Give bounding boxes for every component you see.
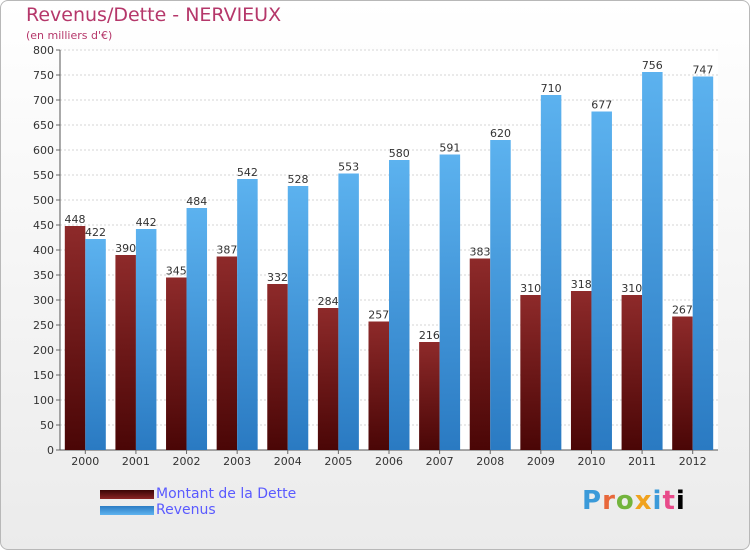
- x-tick-label: 2002: [173, 455, 201, 468]
- legend-label-dette: Montant de la Dette: [156, 486, 297, 502]
- data-label-dette: 332: [267, 271, 288, 284]
- y-tick-label: 550: [33, 169, 54, 182]
- bar-revenus: [287, 186, 309, 450]
- chart-subtitle: (en milliers d'€): [26, 29, 113, 42]
- y-tick-label: 600: [33, 144, 54, 157]
- y-tick-label: 300: [33, 294, 54, 307]
- data-label-revenus: 442: [136, 216, 157, 229]
- proxiti-logo: Proxiti: [582, 486, 686, 516]
- x-tick-label: 2009: [527, 455, 555, 468]
- bar-revenus: [591, 111, 612, 450]
- x-tick-label: 2004: [274, 455, 302, 468]
- bar-dette: [469, 258, 491, 450]
- data-label-dette: 216: [419, 329, 440, 342]
- bar-dette: [317, 308, 339, 450]
- legend-swatch-dette: [100, 489, 154, 499]
- x-tick-label: 2012: [679, 455, 707, 468]
- data-label-dette: 267: [672, 304, 693, 317]
- x-tick-label: 2006: [375, 455, 403, 468]
- data-label-revenus: 756: [642, 59, 663, 72]
- y-tick-label: 750: [33, 69, 54, 82]
- data-label-revenus: 591: [439, 142, 460, 155]
- legend-label-revenus: Revenus: [156, 502, 216, 518]
- bar-revenus: [439, 154, 461, 450]
- data-label-revenus: 580: [389, 147, 410, 160]
- x-tick-label: 2005: [324, 455, 352, 468]
- data-label-dette: 383: [469, 246, 490, 259]
- x-tick-label: 2000: [71, 455, 99, 468]
- y-tick-label: 450: [33, 219, 54, 232]
- x-tick-label: 2011: [628, 455, 656, 468]
- y-tick-label: 700: [33, 94, 54, 107]
- y-tick-label: 150: [33, 369, 54, 382]
- y-tick-label: 250: [33, 319, 54, 332]
- y-tick-label: 50: [40, 419, 54, 432]
- data-label-revenus: 677: [591, 99, 612, 112]
- data-label-dette: 448: [65, 213, 86, 226]
- x-tick-label: 2008: [476, 455, 504, 468]
- y-tick-label: 800: [33, 44, 54, 57]
- data-label-dette: 310: [621, 282, 642, 295]
- legend: Montant de la Dette Revenus: [100, 486, 296, 518]
- data-label-revenus: 484: [186, 195, 207, 208]
- data-label-revenus: 528: [288, 173, 309, 186]
- y-tick-label: 500: [33, 194, 54, 207]
- legend-item-revenus: Revenus: [100, 502, 296, 518]
- bar-revenus: [389, 160, 410, 450]
- y-tick-label: 650: [33, 119, 54, 132]
- data-label-revenus: 620: [490, 127, 511, 140]
- bar-revenus: [338, 173, 359, 450]
- bar-dette: [64, 226, 86, 450]
- data-label-dette: 387: [216, 244, 237, 257]
- data-label-dette: 257: [368, 309, 389, 322]
- data-label-revenus: 710: [541, 82, 562, 95]
- y-tick-label: 100: [33, 394, 54, 407]
- y-tick-label: 400: [33, 244, 54, 257]
- bar-dette: [216, 256, 238, 450]
- bar-revenus: [85, 239, 106, 450]
- legend-swatch-revenus: [100, 505, 154, 515]
- data-label-dette: 345: [166, 265, 187, 278]
- bar-revenus: [642, 72, 663, 450]
- bar-revenus: [186, 208, 208, 450]
- bar-revenus: [237, 179, 258, 450]
- y-tick-label: 0: [47, 444, 54, 457]
- bar-dette: [672, 316, 693, 450]
- bar-dette: [267, 284, 288, 450]
- bar-revenus: [540, 95, 562, 450]
- x-tick-label: 2001: [122, 455, 150, 468]
- y-tick-label: 200: [33, 344, 54, 357]
- x-tick-label: 2003: [223, 455, 251, 468]
- x-tick-label: 2010: [577, 455, 605, 468]
- data-label-revenus: 747: [692, 64, 713, 77]
- bar-dette: [520, 295, 541, 450]
- bar-dette: [419, 342, 440, 450]
- bar-dette: [166, 277, 187, 450]
- data-label-revenus: 553: [338, 161, 359, 174]
- data-label-dette: 310: [520, 282, 541, 295]
- data-label-revenus: 422: [85, 226, 106, 239]
- data-label-dette: 390: [115, 242, 136, 255]
- bar-revenus: [692, 76, 714, 450]
- y-tick-label: 350: [33, 269, 54, 282]
- bar-dette: [115, 255, 136, 450]
- data-label-revenus: 542: [237, 166, 258, 179]
- bar-dette: [570, 291, 592, 450]
- chart-title: Revenus/Dette - NERVIEUX: [26, 4, 282, 26]
- legend-item-dette: Montant de la Dette: [100, 486, 296, 502]
- data-label-dette: 318: [571, 278, 592, 291]
- x-tick-label: 2007: [426, 455, 454, 468]
- bar-revenus: [135, 229, 157, 450]
- data-label-dette: 284: [318, 295, 339, 308]
- bar-revenus: [490, 140, 511, 450]
- bar-dette: [368, 321, 389, 450]
- bar-dette: [621, 295, 643, 450]
